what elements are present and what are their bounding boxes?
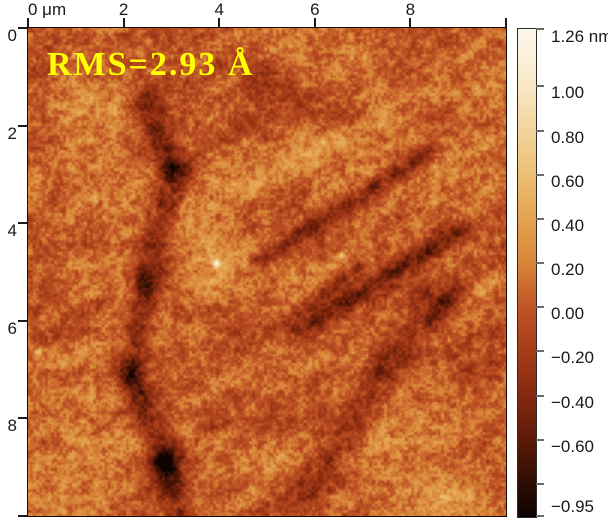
colorbar-tick-label: −0.95	[551, 497, 595, 516]
colorbar-tick	[536, 217, 544, 220]
x-tick	[313, 18, 316, 27]
y-tick-label: 2	[7, 123, 17, 143]
x-tick	[218, 18, 221, 27]
y-tick-label: 6	[7, 318, 17, 338]
colorbar-tick	[536, 28, 544, 30]
afm-topography-image	[27, 27, 507, 517]
colorbar-tick-label: 0.00	[551, 304, 585, 324]
rms-annotation: RMS=2.93 Å	[47, 46, 255, 83]
colorbar-tick-label: −0.40	[551, 392, 595, 412]
colorbar-tick	[536, 129, 544, 132]
x-tick	[409, 18, 412, 27]
colorbar-tick-label: 1.26 nm	[551, 27, 608, 46]
x-tick-label: 4	[214, 0, 224, 19]
colorbar-tick-label: 0.60	[551, 171, 585, 191]
colorbar-tick	[536, 350, 544, 353]
colorbar-tick-label: 1.00	[551, 83, 585, 103]
colorbar-tick	[536, 438, 544, 441]
y-tick-label: 0	[7, 26, 17, 45]
colorbar-tick-label: 0.20	[551, 260, 585, 280]
colorbar-tick	[536, 85, 544, 88]
y-tick	[18, 222, 27, 225]
colorbar-tick-label: −0.60	[551, 436, 595, 456]
x-tick-label: 6	[310, 0, 320, 19]
x-tick-label: 2	[118, 0, 129, 19]
x-tick-label: 8	[405, 0, 416, 19]
y-tick	[18, 27, 27, 29]
colorbar-tick-label: 0.40	[551, 215, 585, 235]
colorbar-tick-label: 0.80	[551, 127, 585, 147]
y-tick	[18, 319, 27, 322]
colorbar-tick	[536, 394, 544, 397]
y-tick-label: 4	[7, 221, 17, 241]
x-tick	[505, 18, 507, 27]
y-tick-label: 8	[7, 416, 17, 436]
y-tick	[18, 417, 27, 420]
x-tick	[27, 18, 29, 27]
colorbar-gradient	[517, 28, 537, 518]
x-tick-label: 0 μm	[28, 0, 67, 19]
colorbar-tick	[536, 262, 544, 265]
colorbar-tick	[536, 173, 544, 176]
y-tick	[18, 124, 27, 127]
colorbar-tick	[536, 306, 544, 309]
colorbar-tick-label: −0.20	[551, 348, 595, 368]
x-tick	[122, 18, 125, 27]
colorbar-tick	[536, 515, 544, 517]
colorbar-tick	[536, 482, 544, 485]
y-tick	[18, 515, 27, 517]
